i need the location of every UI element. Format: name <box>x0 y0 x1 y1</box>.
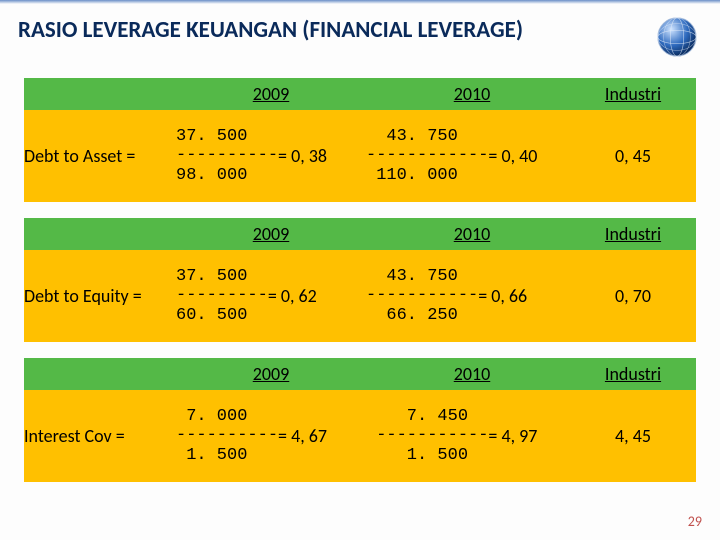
result-2009: = 0, 38 <box>278 145 327 167</box>
header-row-3: 2009 2010 Industri <box>24 358 696 390</box>
table: 2009 2010 Industri Debt to Asset = 37. 5… <box>24 78 696 482</box>
globe-icon <box>654 14 700 60</box>
col-2010: 2010 <box>366 83 578 105</box>
row-label: Interest Cov = <box>24 425 176 447</box>
row-interest-cov: Interest Cov = 7. 000 ---------- 1. 500 … <box>24 390 696 482</box>
page-number: 29 <box>688 513 702 530</box>
header-row-1: 2009 2010 Industri <box>24 78 696 110</box>
frac-2010: 43. 750 ------------ 110. 000 <box>366 127 488 186</box>
row-label: Debt to Asset = <box>24 145 176 167</box>
header-row-2: 2009 2010 Industri <box>24 218 696 250</box>
result-2010: = 0, 40 <box>488 145 537 167</box>
frac-2009: 37. 500 ---------- 98. 000 <box>176 127 278 186</box>
row-debt-to-equity: Debt to Equity = 37. 500 --------- 60. 5… <box>24 250 696 342</box>
industri-value: 0, 45 <box>578 145 688 167</box>
slide-title: RASIO LEVERAGE KEUANGAN (FINANCIAL LEVER… <box>18 16 523 44</box>
col-2009: 2009 <box>176 83 366 105</box>
row-label: Debt to Equity = <box>24 285 176 307</box>
row-debt-to-asset: Debt to Asset = 37. 500 ---------- 98. 0… <box>24 110 696 202</box>
col-industri: Industri <box>578 83 688 105</box>
top-strip <box>0 0 720 4</box>
